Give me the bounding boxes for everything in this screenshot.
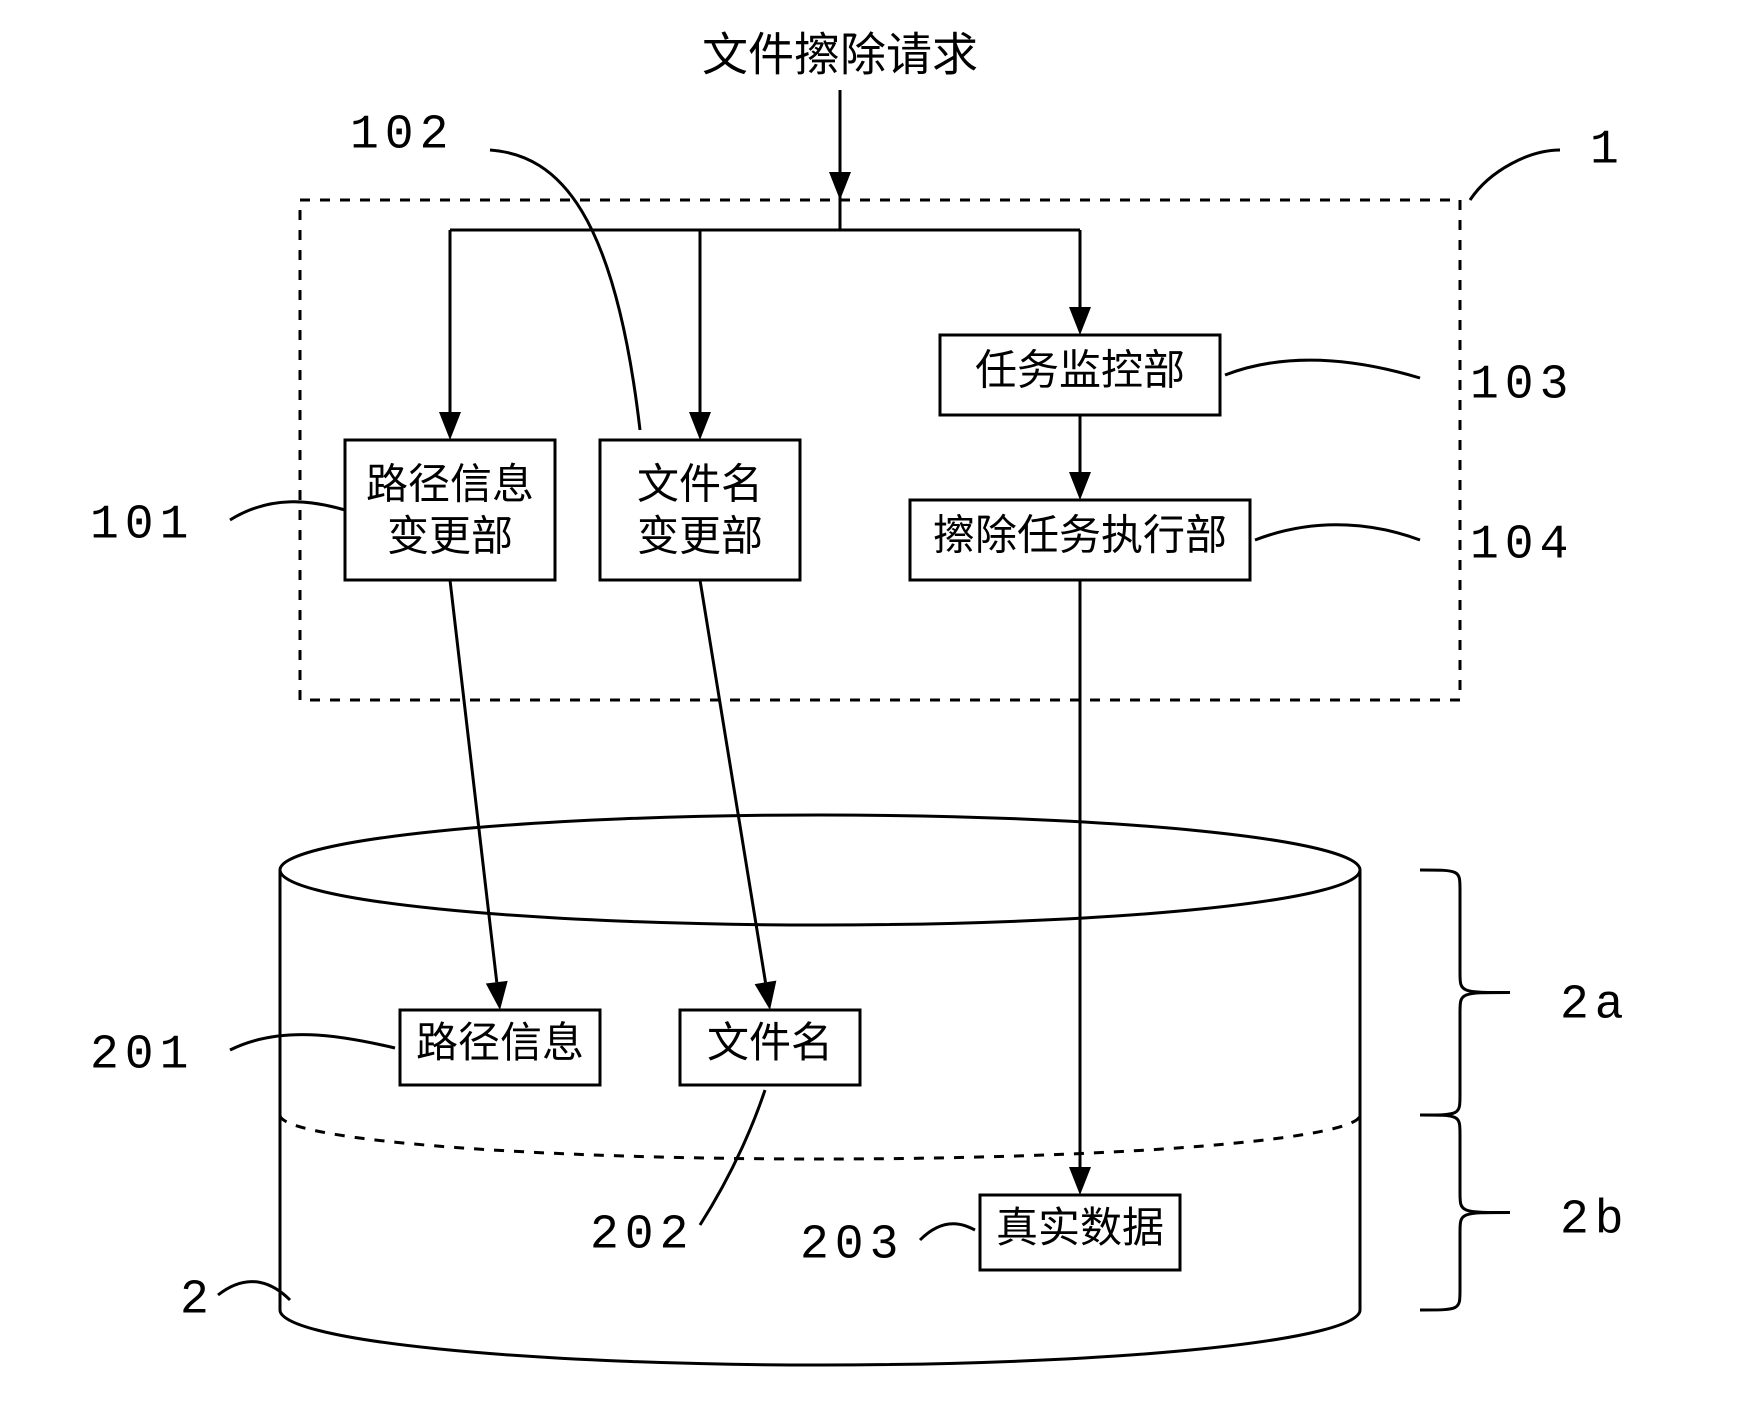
svg-text:路径信息: 路径信息	[416, 1020, 584, 1067]
svg-text:文件擦除请求: 文件擦除请求	[702, 30, 978, 81]
svg-text:2b: 2b	[1560, 1194, 1630, 1248]
svg-text:203: 203	[800, 1219, 904, 1273]
svg-text:103: 103	[1470, 359, 1574, 413]
svg-text:任务监控部: 任务监控部	[975, 349, 1185, 395]
svg-text:2: 2	[180, 1274, 215, 1328]
diagram-canvas: 文件擦除请求1路径信息变更部文件名变更部任务监控部擦除任务执行部路径信息文件名真…	[0, 0, 1763, 1419]
svg-text:202: 202	[590, 1209, 694, 1263]
svg-text:1: 1	[1590, 124, 1625, 178]
svg-text:文件名: 文件名	[637, 462, 763, 509]
svg-text:201: 201	[90, 1029, 194, 1083]
svg-text:101: 101	[90, 499, 194, 553]
svg-text:路径信息: 路径信息	[366, 462, 534, 509]
storage-cylinder-top	[280, 815, 1360, 925]
svg-text:2a: 2a	[1560, 979, 1630, 1033]
svg-text:102: 102	[350, 109, 454, 163]
svg-text:擦除任务执行部: 擦除任务执行部	[933, 513, 1227, 560]
svg-text:真实数据: 真实数据	[996, 1205, 1164, 1252]
svg-text:104: 104	[1470, 519, 1574, 573]
svg-text:变更部: 变更部	[387, 513, 513, 560]
svg-text:变更部: 变更部	[637, 513, 763, 560]
svg-text:文件名: 文件名	[707, 1020, 833, 1067]
